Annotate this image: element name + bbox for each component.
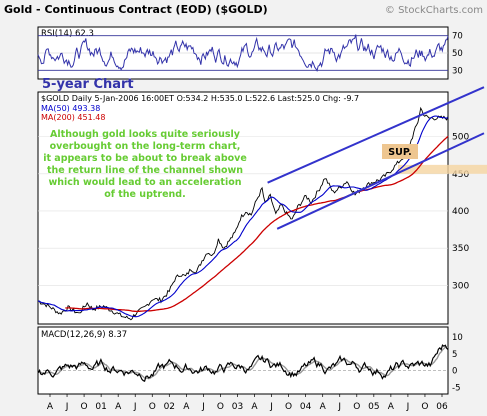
macd-tick-label: 5 (452, 350, 457, 360)
macd-panel (37, 326, 449, 395)
annotation-text: Although gold looks quite seriously over… (43, 129, 247, 200)
x-tick-label: A (115, 402, 122, 412)
x-tick-label: 05 (368, 402, 379, 412)
x-tick-label: J (406, 402, 410, 412)
annotation-line-6: of the uptrend. (104, 189, 185, 200)
x-tick-label: A (388, 402, 395, 412)
support-band (398, 164, 487, 174)
macd-tick-label: 10 (452, 333, 463, 343)
x-axis-ticks: A J O 01 A J O 02 A J O 03 A J O 04 A J O 05 A J O 06 (47, 394, 448, 412)
price-tick-label: 450 (452, 170, 469, 180)
price-tick-label: 300 (452, 281, 469, 291)
rsi-label: RSI(14) 62.3 (41, 29, 94, 39)
rsi-reference-lines (38, 35, 448, 71)
x-tick-label: A (251, 402, 258, 412)
rsi-tick-label: 50 (452, 49, 463, 59)
macd-tick-label: 0 (452, 367, 457, 377)
annotation-line-1: Although gold looks quite seriously (50, 129, 241, 140)
price-tick-label: 500 (452, 133, 469, 143)
chart-title: Gold - Continuous Contract (EOD) ($GOLD) (4, 3, 268, 16)
annotation-line-3: it appears to be about to break above (43, 153, 247, 164)
annotation-line-2: overbought on the long-term chart, (50, 141, 241, 152)
five-year-label: 5-year Chart (42, 77, 134, 92)
watermark: © StockCharts.com (385, 5, 483, 16)
x-tick-label: O (421, 402, 428, 412)
x-tick-label: O (81, 402, 88, 412)
legend-ma200: MA(200) 451.48 (41, 113, 105, 122)
x-tick-label: O (149, 402, 156, 412)
macd-label: MACD(12,26,9) 8.37 (41, 330, 127, 340)
rsi-line (37, 34, 449, 73)
x-tick-label: 04 (300, 402, 312, 412)
x-tick-label: A (320, 402, 327, 412)
x-tick-label: J (133, 402, 137, 412)
x-tick-label: A (183, 402, 190, 412)
x-tick-label: 06 (436, 402, 448, 412)
annotation-line-5: which would lead to an acceleration (48, 177, 241, 188)
x-tick-label: J (337, 402, 341, 412)
x-tick-label: A (47, 402, 54, 412)
price-tick-label: 400 (452, 207, 469, 217)
channel-lower-line (276, 132, 485, 230)
price-grid (38, 136, 448, 286)
ma200-line (65, 135, 449, 313)
price-tick-label: 350 (452, 244, 469, 254)
x-tick-label: 03 (232, 402, 243, 412)
rsi-tick-label: 30 (452, 66, 463, 76)
x-tick-label: O (353, 402, 360, 412)
macd-tick-label: -5 (452, 383, 460, 393)
annotation-line-4: the return line of the channel shown (47, 165, 243, 176)
legend-ma50: MA(50) 493.38 (41, 104, 100, 113)
macd-line (37, 344, 449, 383)
price-info-line: $GOLD Daily 5-Jan-2006 16:00ET O:534.2 H… (41, 94, 359, 103)
price-y-ticks: 300 350 400 450 500 (452, 133, 469, 292)
x-tick-label: O (217, 402, 224, 412)
x-tick-label: J (269, 402, 273, 412)
x-tick-label: J (65, 402, 69, 412)
x-tick-label: 02 (164, 402, 175, 412)
price-panel (37, 91, 449, 325)
x-tick-label: O (285, 402, 292, 412)
support-label-box (382, 144, 418, 159)
x-tick-label: J (201, 402, 205, 412)
rsi-ticks: 30 50 70 (452, 32, 463, 77)
x-tick-label: 01 (95, 402, 106, 412)
support-label: SUP. (388, 147, 411, 158)
ma50-line (37, 115, 449, 318)
macd-ticks: -5 0 5 10 (452, 333, 463, 393)
channel-upper-line (267, 86, 485, 184)
rsi-tick-label: 70 (452, 32, 463, 42)
